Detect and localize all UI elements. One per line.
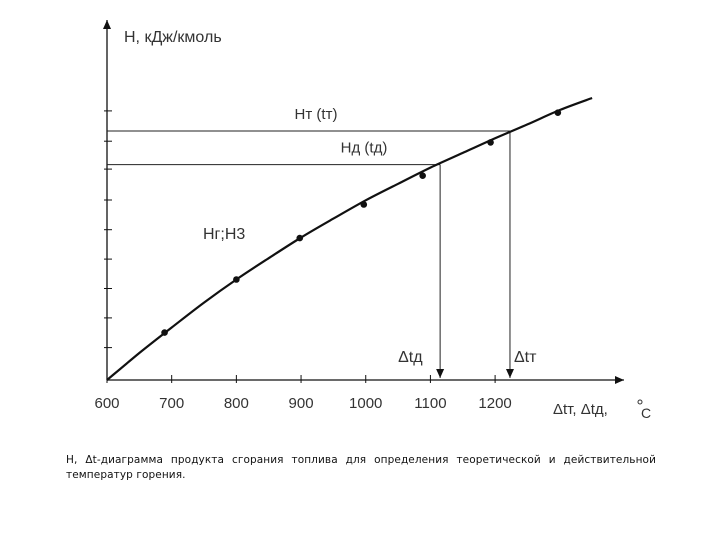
x-tick-label-900: 900 (289, 395, 314, 412)
data-point-6 (554, 109, 562, 116)
data-point-0 (161, 329, 168, 336)
x-tick-label-1200: 1200 (478, 395, 511, 412)
degree-symbol (637, 399, 643, 405)
guide-lines-group (107, 130, 514, 378)
x-tick-label-1100: 1100 (414, 395, 446, 412)
markers-group (161, 109, 562, 336)
data-point-4 (419, 172, 426, 179)
data-point-5 (487, 139, 494, 146)
hg-h3-curve (106, 96, 593, 381)
vertical-label-0: Δtт (514, 349, 537, 366)
x-tick-label-800: 800 (224, 395, 249, 412)
x-tick-label-700: 700 (159, 395, 184, 412)
data-point-1 (233, 276, 240, 283)
data-point-2 (296, 234, 304, 242)
vertical-label-1: Δtд (398, 349, 423, 366)
axes-group: 600 700 800 900 1000 1100 1200 (94, 20, 624, 412)
curve-label: Нг;Н3 (203, 226, 245, 243)
annotation-label-0: Нт (tт) (295, 106, 338, 123)
x-axis-title: Δtт, Δtд, (553, 401, 608, 418)
curve-group (106, 96, 593, 381)
h-t-chart: 600 700 800 900 1000 1100 1200 H, кДж/кмоль Δtт… (94, 20, 651, 421)
data-point-3 (360, 201, 368, 208)
x-tick-label-1000: 1000 (349, 395, 382, 412)
annotation-label-1: Нд (tд) (341, 140, 388, 157)
figure-caption: Н, Δt-диаграмма продукта сгорания топлив… (66, 454, 656, 481)
labels-group: H, кДж/кмоль Δtт, Δtд, С Нг;Н3 Нт (tт) Δtт Нд … (124, 29, 651, 421)
y-axis-title: H, кДж/кмоль (124, 29, 222, 46)
x-tick-label-600: 600 (94, 395, 119, 412)
x-axis-unit: С (641, 405, 651, 421)
